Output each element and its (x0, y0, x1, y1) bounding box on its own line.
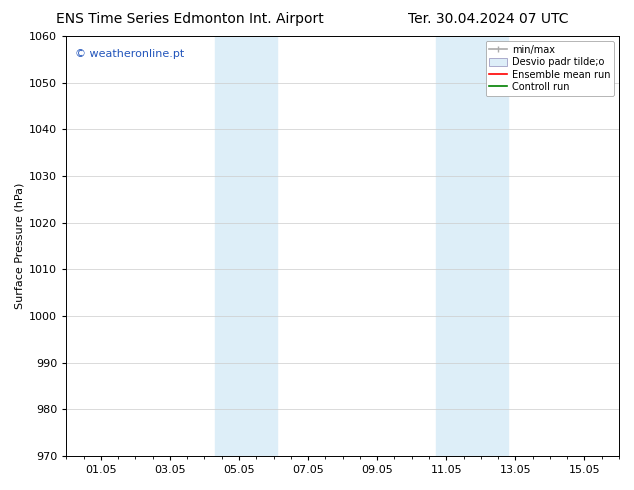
Text: Ter. 30.04.2024 07 UTC: Ter. 30.04.2024 07 UTC (408, 12, 569, 26)
Text: © weatheronline.pt: © weatheronline.pt (75, 49, 184, 59)
Legend: min/max, Desvio padr tilde;o, Ensemble mean run, Controll run: min/max, Desvio padr tilde;o, Ensemble m… (486, 41, 614, 96)
Y-axis label: Surface Pressure (hPa): Surface Pressure (hPa) (15, 183, 25, 309)
Text: ENS Time Series Edmonton Int. Airport: ENS Time Series Edmonton Int. Airport (56, 12, 324, 26)
Bar (436, 36, 508, 456)
Bar (215, 36, 277, 456)
